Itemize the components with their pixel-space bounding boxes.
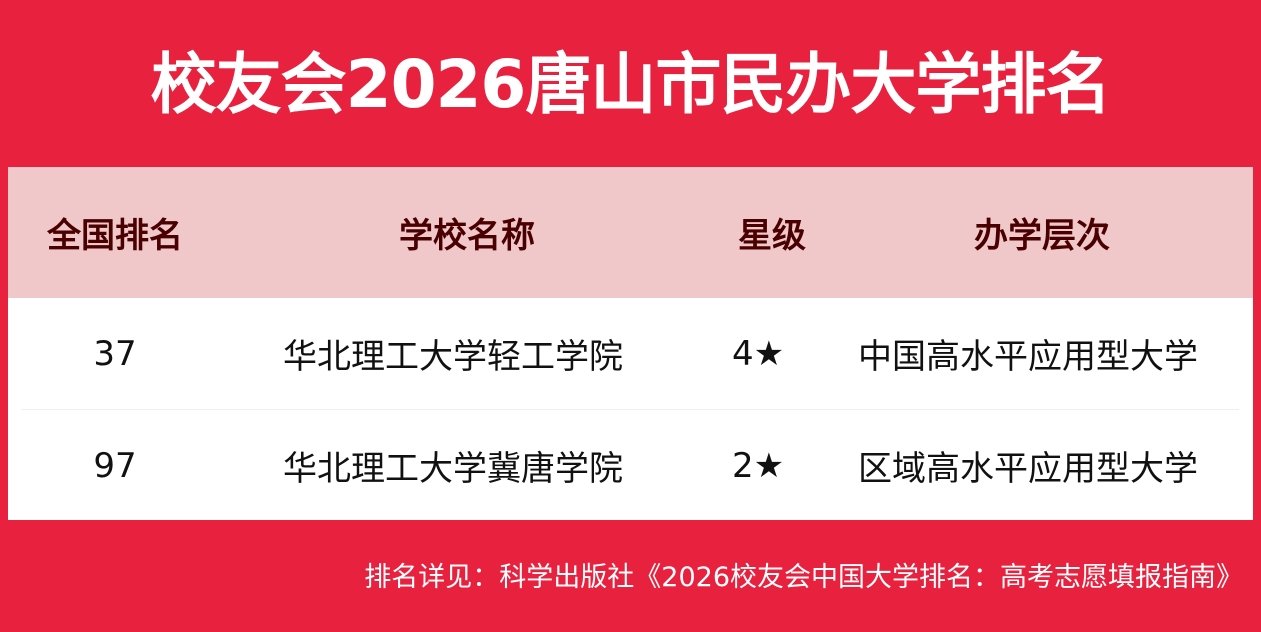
rank-cell: 37 [93,333,137,374]
header-rank: 全国排名 [47,216,183,256]
rank-cell: 97 [93,445,137,486]
level-cell: 中国高水平应用型大学 [858,337,1198,377]
school-cell: 华北理工大学轻工学院 [283,337,623,377]
stars-cell: 2★ [731,445,785,486]
ranking-table: 全国排名 学校名称 星级 办学层次 37 华北理工大学轻工学院 4★ 中国高水平… [8,167,1253,520]
header-school: 学校名称 [399,216,535,256]
page-title: 校友会2026唐山市民办大学排名 [150,46,1112,123]
table-header: 全国排名 学校名称 星级 办学层次 [8,167,1253,298]
header-stars: 星级 [738,216,806,256]
table-row: 37 华北理工大学轻工学院 4★ 中国高水平应用型大学 [22,298,1239,410]
header-level: 办学层次 [974,216,1110,256]
school-cell: 华北理工大学冀唐学院 [283,449,623,489]
source-note: 排名详见：科学出版社《2026校友会中国大学排名：高考志愿填报指南》 [364,562,1243,593]
table-row: 97 华北理工大学冀唐学院 2★ 区域高水平应用型大学 [22,410,1239,521]
stars-cell: 4★ [731,333,785,374]
level-cell: 区域高水平应用型大学 [858,449,1198,489]
